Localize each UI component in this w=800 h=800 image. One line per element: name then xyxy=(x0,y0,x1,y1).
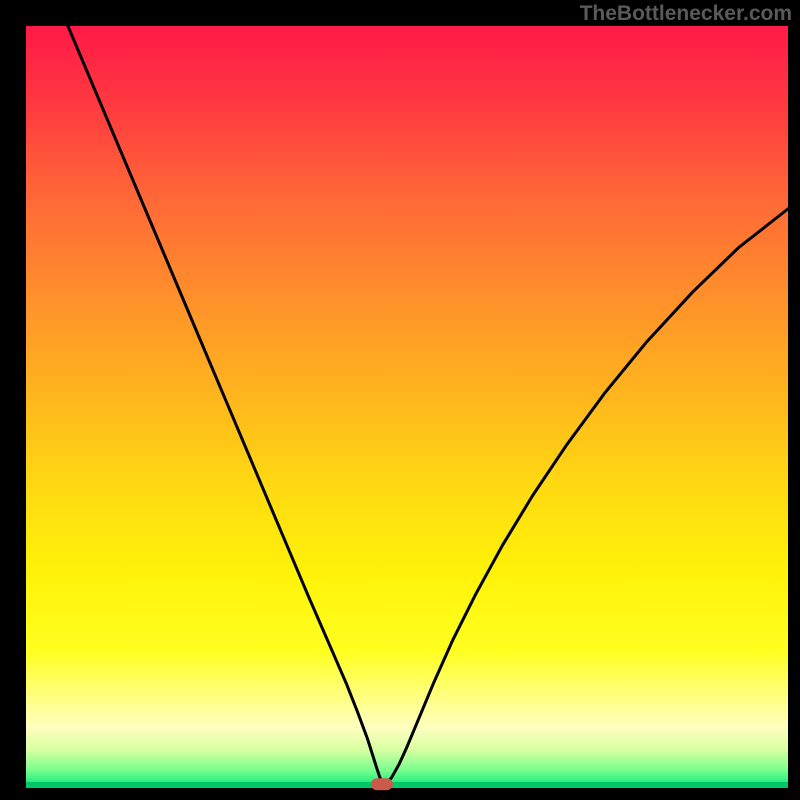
chart-container: TheBottlenecker.com xyxy=(0,0,800,800)
watermark-text: TheBottlenecker.com xyxy=(580,2,792,26)
bottleneck-chart xyxy=(0,0,800,800)
